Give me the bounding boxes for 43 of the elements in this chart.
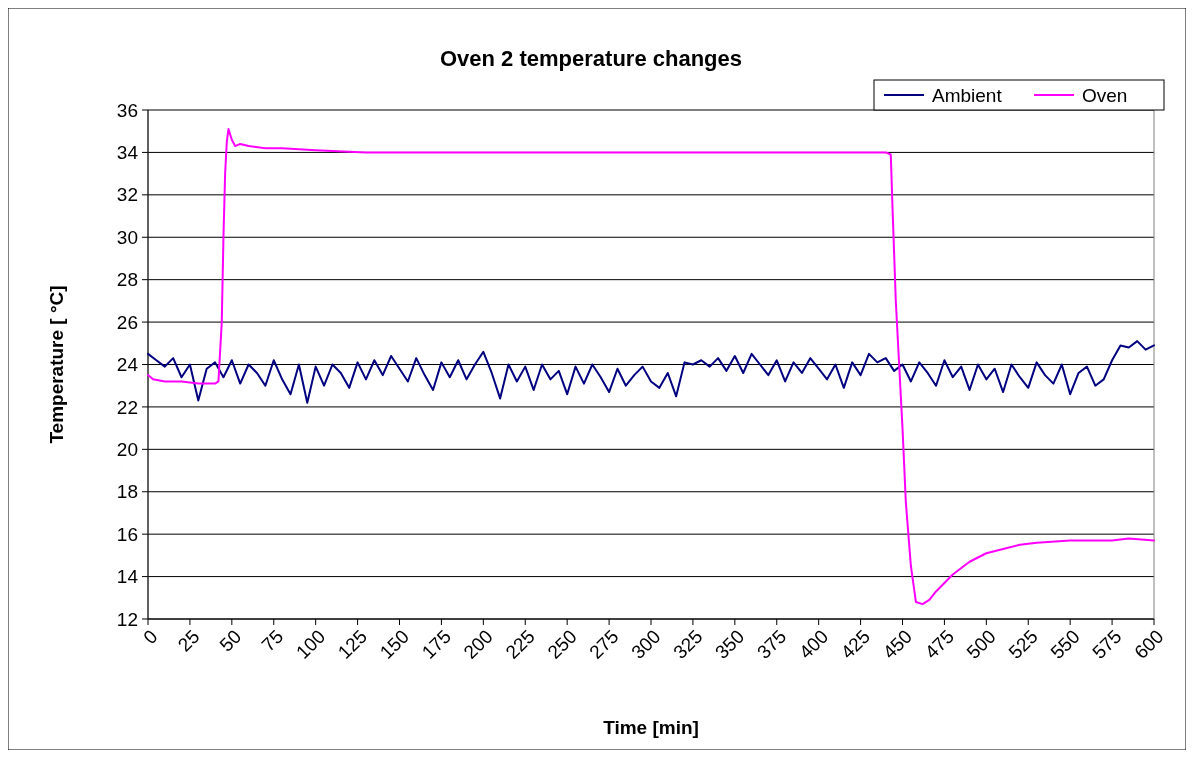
x-tick-label: 325 xyxy=(669,625,707,663)
y-tick-label: 28 xyxy=(116,269,138,291)
y-axis-title: Temperature [ °C] xyxy=(46,285,67,444)
x-tick-label: 400 xyxy=(794,625,833,663)
y-tick-label: 12 xyxy=(116,608,138,630)
x-tick-label: 75 xyxy=(257,625,288,656)
x-tick-label: 250 xyxy=(543,625,581,663)
x-tick-label: 25 xyxy=(173,625,204,656)
x-tick-label: 300 xyxy=(627,625,665,663)
y-tick-label: 34 xyxy=(116,142,139,164)
x-tick-label: 50 xyxy=(215,625,246,656)
legend-label: Oven xyxy=(1082,84,1128,106)
x-tick-label: 150 xyxy=(375,625,414,663)
x-axis-title: Time [min] xyxy=(603,717,699,738)
x-tick-label: 525 xyxy=(1004,625,1042,663)
x-tick-label: 125 xyxy=(333,625,372,663)
x-tick-label: 100 xyxy=(291,625,330,663)
x-tick-label: 275 xyxy=(585,625,623,663)
y-tick-label: 16 xyxy=(116,523,138,545)
x-tick-label: 0 xyxy=(139,625,162,649)
x-tick-label: 375 xyxy=(753,625,791,663)
x-tick-label: 350 xyxy=(711,625,749,663)
x-tick-label: 225 xyxy=(501,625,539,663)
y-tick-label: 18 xyxy=(116,481,138,503)
x-tick-label: 200 xyxy=(459,625,497,663)
y-tick-label: 24 xyxy=(116,354,139,376)
y-tick-label: 26 xyxy=(116,311,138,333)
x-tick-label: 175 xyxy=(417,625,455,663)
x-tick-label: 600 xyxy=(1130,625,1168,663)
y-tick-label: 22 xyxy=(116,396,138,418)
y-tick-label: 30 xyxy=(116,226,138,248)
y-tick-label: 14 xyxy=(116,566,139,588)
x-tick-label: 575 xyxy=(1088,625,1126,663)
y-tick-label: 20 xyxy=(116,438,138,460)
x-tick-label: 450 xyxy=(878,625,917,663)
x-tick-label: 550 xyxy=(1046,625,1084,663)
x-tick-label: 425 xyxy=(836,625,875,663)
chart-title: Oven 2 temperature changes xyxy=(439,46,743,71)
legend-label: Ambient xyxy=(932,84,1003,106)
x-tick-label: 475 xyxy=(920,625,958,663)
x-tick-label: 500 xyxy=(962,625,1000,663)
y-tick-label: 36 xyxy=(116,99,138,121)
y-tick-label: 32 xyxy=(116,184,138,206)
